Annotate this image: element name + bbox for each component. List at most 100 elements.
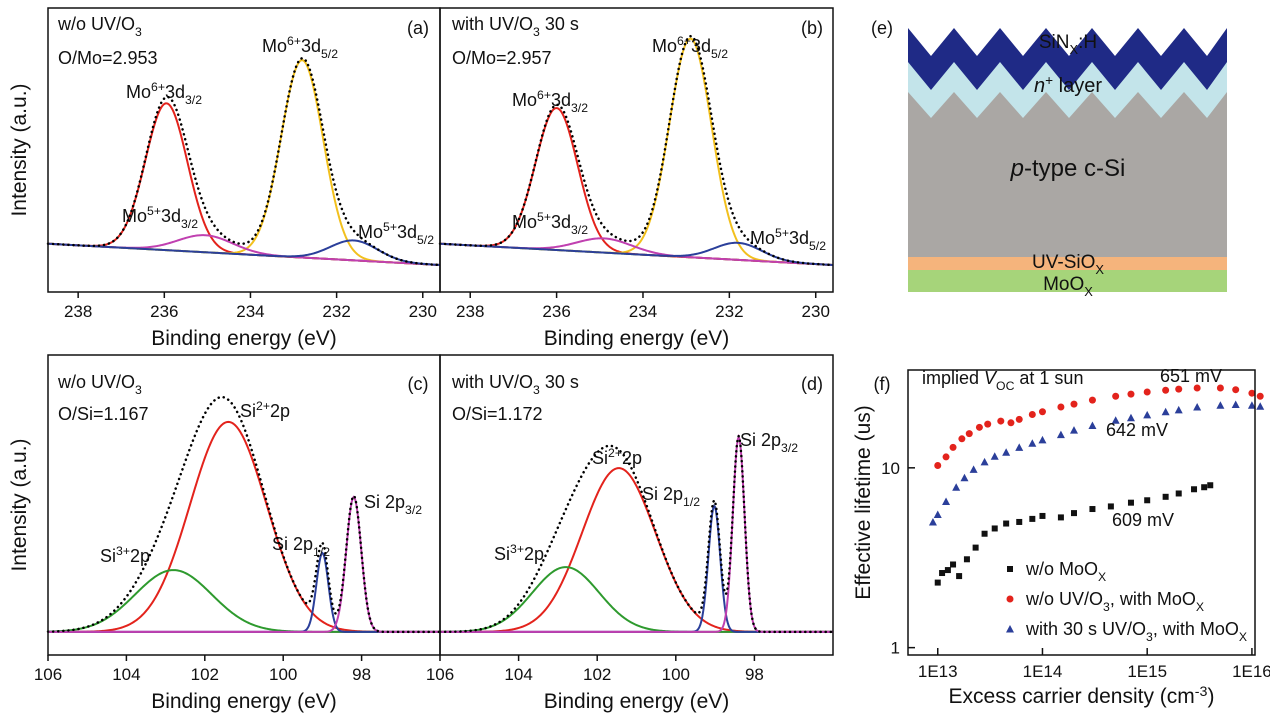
- text-run: 3/2: [781, 441, 798, 455]
- layer-label: SiNX:H: [1039, 32, 1097, 57]
- text-run: Si: [592, 448, 608, 468]
- text-run: 5+: [537, 210, 551, 224]
- text-run: X: [1070, 42, 1079, 57]
- text-run: Si 2p: [642, 484, 683, 504]
- text-run: 1/2: [313, 545, 330, 559]
- x-tick-label: 236: [150, 302, 178, 321]
- text-run: layer: [1053, 75, 1102, 97]
- x-tick-label: 102: [583, 665, 611, 684]
- point: [963, 556, 970, 563]
- peak-label: Si 2p3/2: [364, 492, 422, 517]
- point: [1193, 384, 1201, 392]
- text-run: Si 2p: [272, 534, 313, 554]
- panel-title: w/o UV/O3: [57, 372, 142, 397]
- panel-label: (a): [407, 18, 429, 38]
- layer-label: p-type c-Si: [1010, 155, 1126, 182]
- text-run: 3: [533, 383, 540, 397]
- point: [1016, 518, 1023, 525]
- point: [984, 420, 992, 428]
- point: [1143, 410, 1152, 419]
- text-run: 3d: [789, 228, 809, 248]
- text-run: Si: [100, 546, 116, 566]
- envelope: [438, 34, 835, 267]
- text-run: 5+: [383, 220, 397, 234]
- text-run: 3d: [161, 206, 181, 226]
- text-run: 3d: [551, 90, 571, 110]
- y-tick-label: 1: [891, 639, 900, 658]
- annotation: 651 mV: [1160, 366, 1222, 386]
- text-run: Mo: [262, 36, 287, 56]
- peak-label: Mo5+3d3/2: [512, 210, 588, 237]
- text-run: :H: [1078, 32, 1097, 53]
- text-run: 2p: [622, 448, 642, 468]
- point: [969, 465, 978, 473]
- point: [1028, 439, 1037, 447]
- peak-label: Si 2p1/2: [272, 534, 330, 559]
- text-run: Si 2p: [364, 492, 405, 512]
- x-tick-label: 104: [504, 665, 532, 684]
- text-run: implied: [922, 368, 984, 388]
- peak-label: Mo6+3d5/2: [652, 34, 728, 61]
- text-run: Mo: [122, 206, 147, 226]
- layer: [908, 270, 1227, 292]
- panel-title: w/o UV/O3: [57, 14, 142, 39]
- text-run: 1/2: [683, 495, 700, 509]
- point: [952, 483, 961, 491]
- text-run: 3/2: [571, 223, 588, 237]
- text-run: 3d: [551, 212, 571, 232]
- point: [1231, 400, 1240, 409]
- x-tick-label: 236: [542, 302, 570, 321]
- panel-subtitle: O/Si=1.167: [58, 404, 149, 424]
- x-tick-label: 1E15: [1127, 662, 1167, 681]
- text-run: p: [1010, 155, 1024, 182]
- text-run: 6+: [287, 34, 301, 48]
- point: [1193, 402, 1202, 411]
- annotation: implied VOC at 1 sun: [922, 368, 1083, 393]
- point: [1038, 435, 1047, 444]
- layer: [908, 92, 1227, 257]
- peak-label: Si3+2p: [100, 544, 150, 566]
- point: [1216, 384, 1224, 392]
- text-run: with UV/O: [451, 14, 533, 34]
- x-tick-label: 232: [322, 302, 350, 321]
- annotation: 642 mV: [1106, 420, 1168, 440]
- point: [965, 430, 973, 438]
- point: [1039, 512, 1046, 519]
- text-run: 642 mV: [1106, 420, 1168, 440]
- point: [1248, 389, 1256, 397]
- point: [1070, 400, 1078, 408]
- text-run: X: [1098, 570, 1106, 584]
- text-run: 2+: [256, 399, 270, 413]
- point: [1127, 499, 1134, 506]
- peak-label: Mo6+3d3/2: [126, 80, 202, 107]
- panel-label: (f): [874, 374, 891, 394]
- point: [950, 561, 957, 568]
- x-tick-label: 102: [191, 665, 219, 684]
- text-run: 3d: [301, 36, 321, 56]
- x-tick-label: 98: [352, 665, 371, 684]
- point: [942, 497, 951, 505]
- point: [1107, 503, 1114, 510]
- text-run: 3: [135, 25, 142, 39]
- panel-subtitle: O/Si=1.172: [452, 404, 543, 424]
- point: [934, 579, 941, 586]
- panel-label: (d): [801, 374, 823, 394]
- text-run: , with MoO: [1153, 619, 1239, 639]
- point: [934, 462, 942, 470]
- point: [1191, 486, 1198, 493]
- legend-label: w/o UV/O3, with MoOX: [1025, 589, 1204, 614]
- text-run: Mo: [750, 228, 775, 248]
- fit-peak: [440, 433, 833, 633]
- text-run: -3: [1195, 684, 1208, 700]
- x-tick-label: 1E16: [1232, 662, 1270, 681]
- point: [1056, 430, 1065, 439]
- text-run: 3d: [691, 36, 711, 56]
- text-run: 2p: [270, 401, 290, 421]
- peak-label: Mo5+3d5/2: [358, 220, 434, 247]
- point: [956, 573, 963, 580]
- peak-label: Si 2p1/2: [642, 484, 700, 509]
- text-run: , with MoO: [1110, 589, 1196, 609]
- text-run: 5+: [147, 204, 161, 218]
- text-run: w/o UV/O: [1025, 589, 1103, 609]
- y-tick-label: 10: [881, 459, 900, 478]
